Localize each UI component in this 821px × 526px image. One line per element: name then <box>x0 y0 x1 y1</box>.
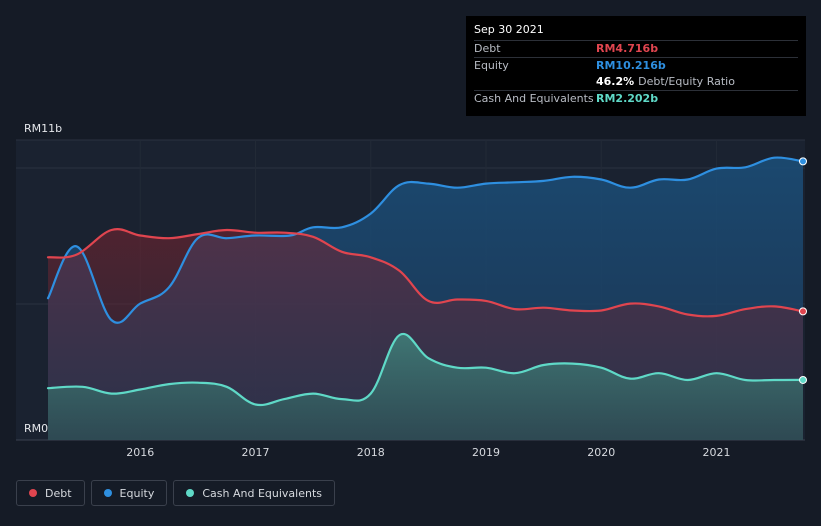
legend-debt-label: Debt <box>45 486 72 500</box>
x-tick-label: 2018 <box>357 446 385 459</box>
tooltip-cash-label: Cash And Equivalents <box>474 92 594 105</box>
x-axis-ticks: 2016 2017 2018 2019 2020 2021 <box>126 446 730 459</box>
y-axis-top-label: RM11b <box>24 122 62 135</box>
legend-cash-dot <box>186 489 195 497</box>
tooltip-debt-label: Debt <box>474 42 501 55</box>
x-tick-label: 2016 <box>126 446 154 459</box>
legend-item-equity[interactable]: Equity <box>90 480 168 506</box>
tooltip-row-ratio: 46.2% Debt/Equity Ratio <box>474 74 798 90</box>
tooltip-equity-value: RM10.216b <box>596 59 666 72</box>
x-tick-label: 2017 <box>241 446 269 459</box>
legend-equity-label: Equity <box>119 486 155 500</box>
x-tick-label: 2020 <box>587 446 615 459</box>
tooltip: Sep 30 2021 Debt RM4.716b Equity RM10.21… <box>466 16 806 116</box>
tooltip-ratio-label: Debt/Equity Ratio <box>638 75 735 88</box>
x-tick-label: 2021 <box>703 446 731 459</box>
y-axis-bottom-label: RM0 <box>24 422 48 435</box>
legend-cash-label: Cash And Equivalents <box>202 486 322 500</box>
series-end-markers <box>799 157 807 384</box>
tooltip-debt-value: RM4.716b <box>596 42 659 55</box>
legend-item-cash[interactable]: Cash And Equivalents <box>173 480 335 506</box>
debt-line <box>46 228 805 318</box>
tooltip-row-cash: Cash And Equivalents RM2.202b <box>474 90 798 107</box>
debt-end-marker <box>799 307 807 316</box>
tooltip-equity-label: Equity <box>474 59 509 72</box>
cash-and-equivalents-area <box>48 333 803 440</box>
cash-and-equivalents-line <box>46 332 805 407</box>
x-tick-label: 2019 <box>472 446 500 459</box>
equity-end-marker <box>799 157 807 166</box>
tooltip-row-debt: Debt RM4.716b <box>474 40 798 57</box>
legend: Debt Equity Cash And Equivalents <box>16 480 335 506</box>
tooltip-ratio-value: 46.2% <box>596 75 635 88</box>
equity-line <box>46 156 805 324</box>
cash-and-equivalents-end-marker <box>799 375 807 384</box>
legend-item-debt[interactable]: Debt <box>16 480 85 506</box>
series-lines <box>46 156 805 407</box>
legend-debt-dot <box>29 489 37 497</box>
tooltip-cash-value: RM2.202b <box>596 92 659 105</box>
legend-equity-dot <box>103 489 112 497</box>
tooltip-row-equity: Equity RM10.216b <box>474 57 798 74</box>
tooltip-date: Sep 30 2021 <box>474 23 544 36</box>
